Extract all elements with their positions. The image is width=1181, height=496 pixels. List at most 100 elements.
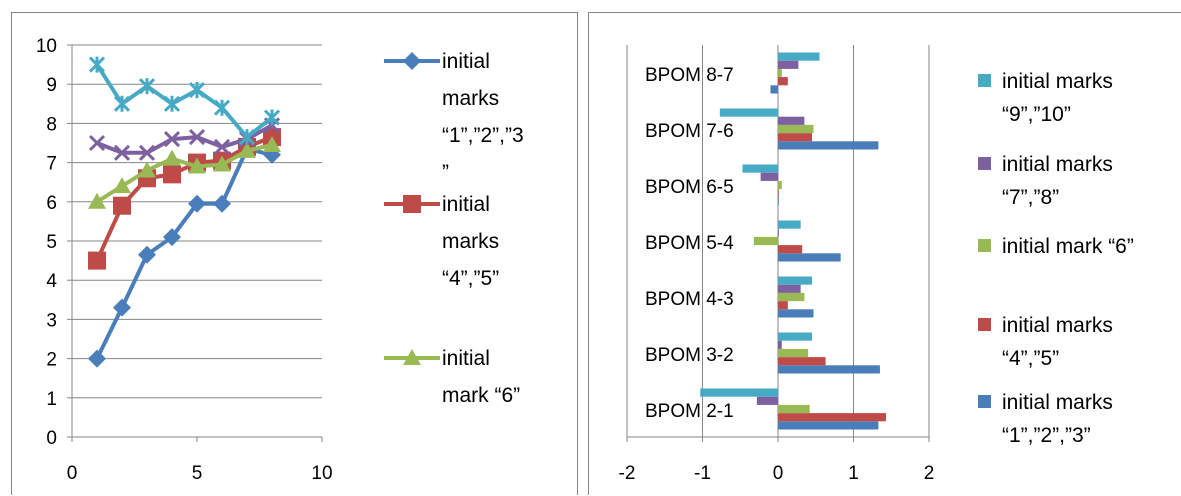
legend-label-initial-marks-9-10-line-2: “9”,”10” [1002, 103, 1071, 126]
legend-entry-initial-marks-4-5: initial marks “4”,”5” [384, 193, 499, 290]
bar-chart: -2 -1 0 1 2 BPOM 2-1 BPOM 3-2 BPOM 4-3 BPOM 5-4 B… [619, 45, 1134, 484]
legend-label-initial-marks-4-5-line-3: “4”,”5” [442, 267, 499, 290]
bar-bpom-2-1-initial-marks-1-2-3 [778, 421, 879, 430]
data-point-initial-mark-6-6 [213, 155, 231, 172]
legend-label-initial-marks-7-8-line-2: “7”,”8” [1002, 186, 1059, 209]
legend-swatch-initial-marks-4-5 [978, 318, 991, 331]
data-point-initial-mark-6-1 [88, 192, 106, 209]
y-tick-label-7: 7 [46, 154, 57, 175]
bar-bpom-4-3-initial-mark-6 [778, 292, 805, 302]
data-point-initial-marks-1-2-3-1 [88, 349, 106, 368]
line-chart-panel: 0 1 2 3 4 5 6 7 8 9 10 0 5 10 initial marks “1”,”2”,”3” i… [11, 12, 578, 495]
legend-label-initial-marks-1-2-3-line-1: initial marks [1002, 391, 1113, 414]
bar-bpom-7-6-initial-mark-6 [778, 124, 814, 134]
legend-entry-initial-marks-1-2-3: initial marks “1”,”2”,”3” [978, 391, 1113, 447]
bar-bpom-3-2-initial-mark-6 [778, 348, 809, 358]
bar-bpom-4-3-initial-marks-9-10 [778, 276, 812, 285]
legend-marker-initial-marks-4-5 [403, 195, 421, 213]
legend-label-initial-marks-4-5-line-2: “4”,”5” [1002, 347, 1059, 370]
data-point-initial-marks-9-10-2 [113, 95, 131, 112]
data-point-initial-marks-9-10-8 [263, 109, 281, 126]
legend-label-initial-mark-6-line-2: mark “6” [442, 384, 520, 407]
bar-bpom-6-5-initial-marks-4-5 [778, 189, 779, 198]
bar-bpom-8-7-initial-marks-7-8 [778, 60, 799, 69]
bar-bpom-2-1-initial-mark-6 [778, 404, 810, 414]
bar-bpom-3-2-initial-marks-4-5 [778, 357, 826, 366]
legend-label-initial-marks-1-2-3-line-1: initial [442, 50, 490, 73]
bar-bpom-8-7-initial-marks-1-2-3 [770, 85, 778, 94]
bar-bpom-7-6-initial-marks-1-2-3 [778, 141, 879, 150]
x-tick-label-0: 0 [773, 463, 784, 484]
data-point-initial-marks-9-10-6 [213, 99, 231, 116]
x-tick-label-10: 10 [311, 463, 332, 484]
y-tick-label-9: 9 [46, 75, 57, 96]
y-tick-label-2: 2 [46, 350, 57, 371]
bar-bpom-3-2-initial-marks-1-2-3 [778, 365, 880, 374]
series-initial-marks-1-2-3 [88, 139, 281, 368]
legend-label-initial-mark-6-line-1: initial mark “6” [1002, 235, 1134, 258]
legend-swatch-initial-marks-1-2-3 [978, 395, 991, 408]
bar-bpom-4-3-initial-marks-7-8 [778, 284, 801, 293]
data-point-initial-marks-7-8-1 [88, 134, 106, 152]
data-point-initial-marks-7-8-4 [163, 131, 181, 148]
data-point-initial-marks-9-10-5 [188, 82, 206, 99]
data-point-initial-mark-6-2 [113, 177, 131, 194]
data-point-initial-marks-9-10-3 [138, 78, 156, 95]
x-tick-label-2: -2 [619, 463, 636, 484]
legend-label-initial-marks-1-2-3-line-2: “1”,”2”,”3” [1002, 424, 1091, 447]
bar-bpom-3-2-initial-marks-7-8 [778, 340, 782, 349]
data-point-initial-mark-6-5 [188, 157, 206, 174]
data-point-initial-mark-6-8 [263, 135, 281, 152]
y-tick-label-5: 5 [46, 232, 57, 253]
data-point-initial-marks-4-5-4 [163, 165, 181, 184]
category-label-bpom-6-5: BPOM 6-5 [645, 177, 734, 198]
data-point-initial-marks-7-8-3 [138, 144, 156, 161]
category-label-bpom-2-1: BPOM 2-1 [645, 401, 734, 422]
legend-label-initial-marks-1-2-3-line-2: marks [442, 87, 499, 110]
bar-bpom-8-7-initial-mark-6 [778, 68, 782, 78]
bar-bpom-2-1-initial-marks-9-10 [700, 388, 778, 397]
legend-label-initial-mark-6-line-1: initial [442, 347, 490, 370]
x-tick-label-5: 5 [192, 463, 203, 484]
data-point-initial-marks-1-2-3-6 [213, 194, 231, 213]
data-point-initial-marks-1-2-3-2 [113, 298, 131, 317]
bar-bpom-8-7-initial-marks-4-5 [778, 77, 788, 86]
category-label-bpom-4-3: BPOM 4-3 [645, 289, 734, 310]
x-tick-label-1: -1 [694, 463, 711, 484]
data-point-initial-marks-7-8-2 [113, 144, 131, 161]
legend-label-initial-marks-4-5-line-2: marks [442, 230, 499, 253]
series-initial-marks-9-10 [88, 56, 281, 146]
category-label-bpom-5-4: BPOM 5-4 [645, 233, 734, 254]
data-point-initial-marks-9-10-7 [238, 129, 256, 146]
category-label-bpom-3-2: BPOM 3-2 [645, 345, 734, 366]
y-tick-label-8: 8 [46, 114, 57, 135]
legend-label-initial-marks-7-8-line-1: initial marks [1002, 153, 1113, 176]
legend-entry-initial-mark-6: initial mark “6” [978, 235, 1134, 258]
y-tick-label-3: 3 [46, 310, 57, 331]
legend-label-initial-marks-9-10-line-1: initial marks [1002, 70, 1113, 93]
legend-entry-initial-marks-4-5: initial marks “4”,”5” [978, 314, 1113, 370]
x-tick-label-2: 2 [924, 463, 935, 484]
data-point-initial-mark-6-7 [238, 141, 256, 158]
data-point-initial-marks-4-5-2 [113, 196, 131, 215]
bar-bpom-7-6-initial-marks-4-5 [778, 133, 812, 142]
legend-marker-initial-mark-6 [403, 349, 421, 365]
bar-bpom-6-5-initial-marks-7-8 [760, 172, 778, 181]
legend-swatch-initial-mark-6 [978, 239, 991, 252]
data-point-initial-marks-1-2-3-4 [163, 228, 181, 247]
category-label-bpom-7-6: BPOM 7-6 [645, 121, 734, 142]
bar-bpom-5-4-initial-marks-9-10 [778, 220, 801, 229]
data-point-initial-marks-1-2-3-3 [138, 245, 156, 264]
series-line-initial-marks-1-2-3 [95, 146, 273, 360]
bar-bpom-2-1-initial-marks-7-8 [756, 396, 778, 405]
bar-bpom-6-5-initial-marks-9-10 [742, 164, 778, 173]
bar-bpom-5-4-initial-marks-7-8 [778, 228, 779, 237]
series-initial-mark-6 [88, 135, 281, 209]
data-point-initial-mark-6-3 [138, 161, 156, 178]
bar-bpom-3-2-initial-marks-9-10 [778, 332, 812, 341]
legend-entry-initial-marks-1-2-3: initial marks “1”,”2”,”3 ” [384, 50, 524, 184]
legend-entry-initial-marks-9-10: initial marks “9”,”10” [978, 70, 1113, 126]
bar-bpom-7-6-initial-marks-9-10 [719, 108, 778, 117]
bar-bpom-6-5-initial-marks-1-2-3 [778, 197, 779, 206]
